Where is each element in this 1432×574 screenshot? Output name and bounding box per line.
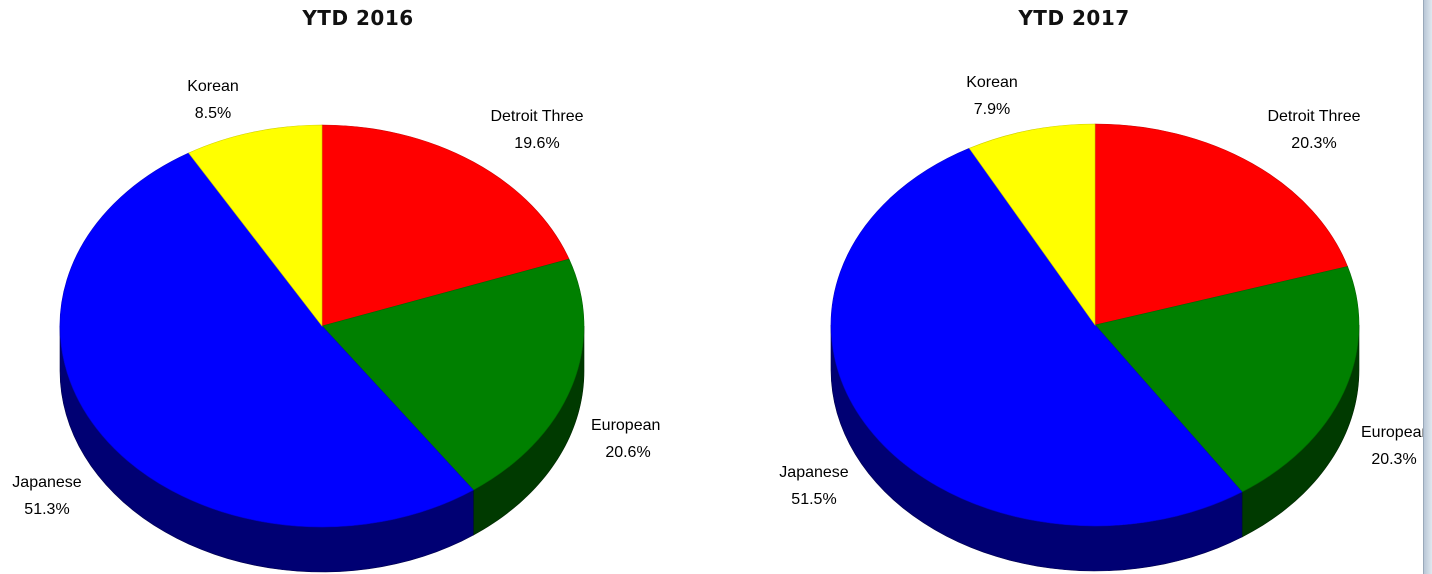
slice-label-korean: Korean 7.9% bbox=[966, 69, 1018, 123]
slice-name: Korean bbox=[966, 74, 1018, 91]
pie-2016-svg bbox=[59, 124, 585, 573]
slice-value: 51.5% bbox=[791, 491, 837, 508]
chart-title: YTD 2017 bbox=[1018, 6, 1130, 30]
pie-2017-svg bbox=[830, 123, 1360, 572]
pie-slice-european bbox=[1094, 266, 1360, 493]
slice-name: Japanese bbox=[12, 474, 82, 491]
slice-name: European bbox=[591, 417, 661, 434]
slice-value: 51.3% bbox=[24, 501, 70, 518]
slice-label-european: European 20.6% bbox=[591, 412, 665, 466]
window-edge bbox=[1423, 0, 1432, 574]
pie-slice-korean bbox=[188, 124, 323, 327]
slice-name: Detroit Three bbox=[1267, 108, 1361, 125]
slice-value: 19.6% bbox=[514, 135, 560, 152]
slice-name: Korean bbox=[187, 78, 239, 95]
slice-name: European bbox=[1361, 424, 1429, 441]
pie-slice-japanese bbox=[830, 147, 1243, 527]
slice-name: Japanese bbox=[779, 464, 849, 481]
slice-label-european: European 20.3% bbox=[1361, 419, 1429, 473]
slice-value: 7.9% bbox=[973, 101, 1011, 118]
slice-label-detroit-three: Detroit Three 20.3% bbox=[1267, 103, 1360, 157]
slice-label-korean: Korean 8.5% bbox=[187, 73, 239, 127]
pie-chart-2016: YTD 2016 Detroit Three 19.6% European 20… bbox=[12, 6, 665, 573]
pie-chart-2017: YTD 2017 Detroit Three 20.3% European 20… bbox=[716, 0, 1432, 574]
pie-slice-detroit-three bbox=[1094, 123, 1348, 326]
pie-slice-japanese bbox=[59, 152, 474, 528]
pie-slice-korean bbox=[968, 123, 1096, 326]
slice-label-detroit-three: Detroit Three 19.6% bbox=[490, 103, 583, 157]
pie-slice-european bbox=[321, 258, 585, 491]
slice-label-japanese: Japanese 51.3% bbox=[12, 469, 81, 523]
slice-label-japanese: Japanese 51.5% bbox=[779, 459, 848, 513]
slice-value: 20.6% bbox=[605, 444, 651, 461]
chart-title: YTD 2016 bbox=[302, 6, 414, 30]
slice-value: 8.5% bbox=[194, 105, 232, 122]
slice-name: Detroit Three bbox=[490, 108, 584, 125]
slice-value: 20.3% bbox=[1291, 135, 1337, 152]
slice-value: 20.3% bbox=[1371, 451, 1417, 468]
